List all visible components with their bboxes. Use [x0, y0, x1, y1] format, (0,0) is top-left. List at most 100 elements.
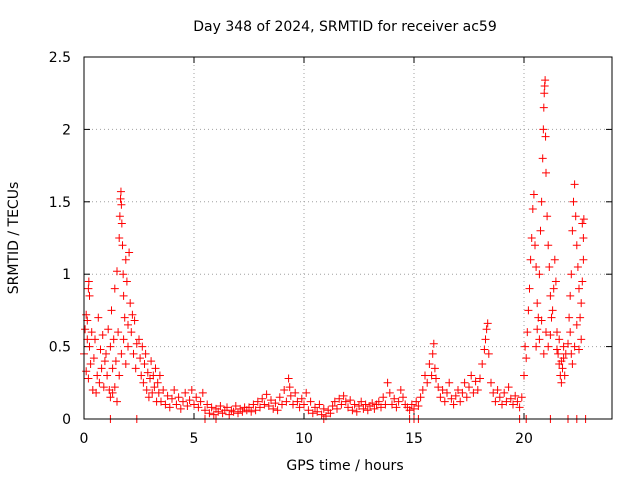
- data-point: [106, 342, 115, 351]
- data-point: [223, 403, 231, 412]
- data-point: [414, 401, 423, 410]
- data-point: [571, 212, 580, 221]
- data-point: [86, 359, 95, 368]
- data-point: [355, 401, 363, 410]
- data-point: [577, 335, 586, 344]
- data-point: [291, 388, 300, 397]
- data-point: [511, 391, 520, 400]
- data-point: [443, 388, 451, 397]
- data-point: [118, 241, 127, 250]
- x-tick-label: 5: [190, 431, 199, 447]
- data-point: [546, 291, 555, 300]
- data-point: [568, 359, 577, 368]
- data-point: [157, 397, 165, 406]
- data-point: [532, 342, 541, 351]
- data-point: [319, 404, 328, 413]
- data-point: [392, 403, 401, 412]
- data-point: [81, 325, 90, 334]
- data-point: [521, 342, 530, 351]
- data-point: [473, 386, 482, 395]
- data-point: [124, 320, 132, 329]
- data-point: [493, 386, 502, 395]
- data-point: [231, 401, 240, 410]
- chart-title: Day 348 of 2024, SRMTID for receiver ac5…: [193, 19, 497, 35]
- data-point: [143, 368, 152, 377]
- data-point: [225, 410, 234, 419]
- data-point: [527, 234, 536, 242]
- data-point: [333, 404, 341, 413]
- data-point: [337, 400, 346, 409]
- data-point: [120, 313, 129, 322]
- data-point: [229, 407, 238, 416]
- data-point: [113, 397, 121, 406]
- data-point: [108, 388, 117, 397]
- data-point: [256, 403, 264, 412]
- data-point: [379, 393, 388, 402]
- data-point: [476, 374, 484, 383]
- data-point: [308, 409, 317, 418]
- data-point: [558, 364, 567, 373]
- data-point: [251, 406, 260, 415]
- data-point: [311, 403, 319, 412]
- data-point: [513, 397, 522, 406]
- data-point: [139, 378, 148, 387]
- data-point: [568, 226, 577, 235]
- data-point: [412, 397, 421, 406]
- data-point: [498, 400, 506, 409]
- data-point: [92, 388, 101, 397]
- data-point: [480, 345, 489, 354]
- data-point: [577, 299, 586, 308]
- data-point: [500, 388, 509, 397]
- data-point: [407, 400, 416, 409]
- data-point: [454, 386, 462, 395]
- x-tick-label: 0: [80, 431, 89, 447]
- data-point: [540, 89, 549, 98]
- data-point: [576, 313, 585, 322]
- data-point: [203, 400, 212, 409]
- data-point: [524, 306, 533, 315]
- data-point: [87, 328, 96, 337]
- data-point: [344, 403, 352, 412]
- data-point: [491, 397, 500, 406]
- data-point: [559, 342, 568, 351]
- data-point: [138, 342, 147, 351]
- data-point: [282, 397, 291, 406]
- data-point: [280, 386, 289, 395]
- data-point: [84, 277, 93, 286]
- data-point: [126, 299, 135, 308]
- data-point: [341, 397, 350, 406]
- data-point: [427, 371, 436, 380]
- data-point: [361, 400, 370, 409]
- data-point: [130, 316, 139, 325]
- data-point: [557, 357, 566, 366]
- data-point: [196, 397, 205, 406]
- data-point: [399, 393, 407, 402]
- data-point: [350, 400, 359, 409]
- data-point: [335, 394, 344, 403]
- data-point: [190, 400, 198, 409]
- data-point: [132, 339, 141, 348]
- data-point: [547, 313, 556, 322]
- data-point: [83, 316, 92, 325]
- data-point: [538, 154, 547, 163]
- data-point: [430, 364, 439, 373]
- data-point: [103, 371, 112, 380]
- data-point: [394, 397, 403, 406]
- data-point: [83, 335, 92, 344]
- y-tick-label: 2.5: [49, 50, 71, 66]
- data-point: [260, 400, 269, 409]
- data-point: [445, 378, 454, 387]
- data-point: [104, 325, 113, 334]
- data-point: [278, 400, 286, 409]
- data-point: [209, 410, 218, 419]
- data-point: [144, 393, 153, 402]
- data-point: [99, 383, 108, 392]
- data-point: [136, 354, 145, 363]
- data-point: [181, 388, 190, 397]
- data-point: [102, 349, 110, 358]
- data-point: [471, 377, 480, 386]
- data-point: [537, 316, 546, 325]
- data-point: [258, 394, 267, 403]
- data-point: [154, 388, 163, 397]
- data-point: [423, 378, 432, 387]
